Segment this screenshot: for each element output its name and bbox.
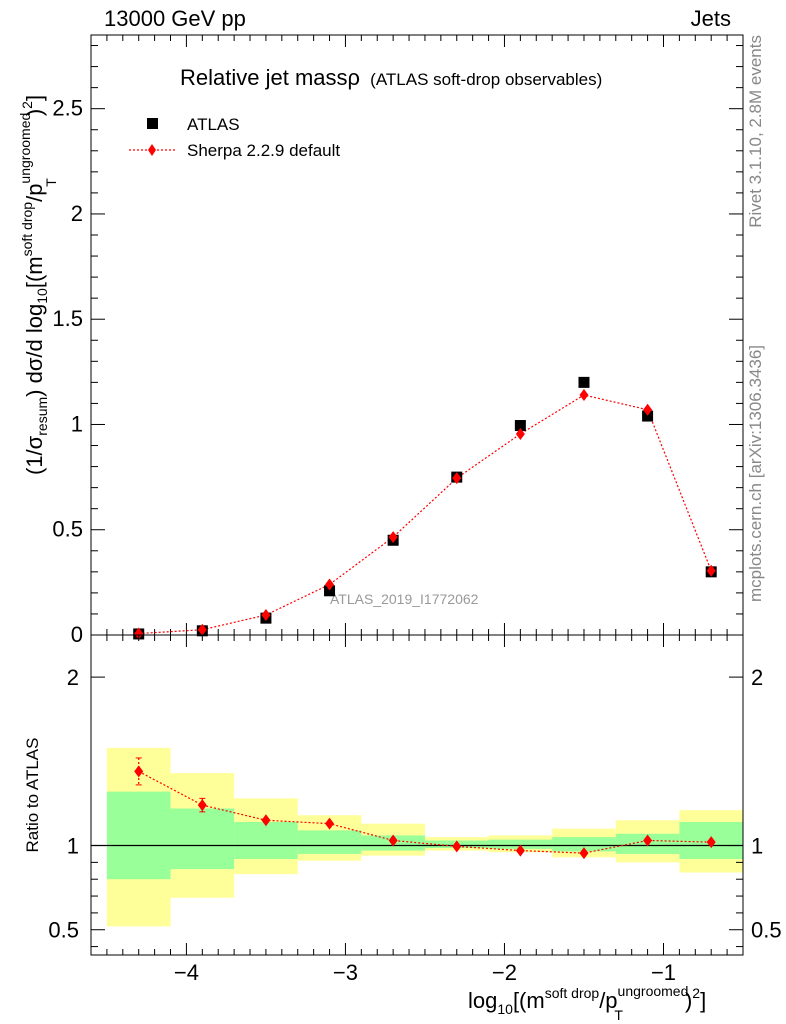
ratio-band-green — [106, 791, 171, 880]
sherpa-point — [325, 578, 335, 591]
ratio-y-tick-label-right: 1 — [751, 834, 763, 859]
x-tick-label: −4 — [174, 960, 199, 985]
main-y-tick-label: 1 — [71, 411, 83, 436]
ratio-sherpa-line — [138, 770, 712, 854]
ratio-band-green — [297, 830, 362, 854]
main-title-text: Relative jet massρ — [180, 65, 360, 90]
ratio-panel: −4 −3 −2 −1 0.5 0.5 1 1 2 2 — [48, 634, 782, 985]
ratio-y-axis-label: Ratio to ATLAS — [23, 738, 42, 853]
main-y-axis-label: (1/σresum) dσ/d log10[(msoft drop/pungro… — [17, 95, 59, 475]
sherpa-point — [579, 389, 589, 401]
main-panel: 0 0.5 1 1.5 2 2.5 ATLAS_2019_I1772062 — [52, 34, 744, 647]
sherpa-point — [706, 564, 716, 577]
main-y-tick-label: 0.5 — [52, 517, 83, 542]
main-title: Relative jet massρ (ATLAS soft-drop obse… — [180, 65, 602, 90]
legend: ATLAS Sherpa 2.2.9 default — [129, 115, 340, 160]
sherpa-point — [197, 623, 207, 636]
ratio-sherpa-point — [325, 817, 335, 830]
sherpa-point — [134, 627, 144, 640]
main-y-tick-label: 1.5 — [52, 306, 83, 331]
sherpa-point — [643, 403, 653, 416]
atlas-point — [578, 376, 590, 388]
ratio-sherpa-point — [134, 765, 144, 778]
mcplots-label: mcplots.cern.ch [arXiv:1306.3436] — [746, 345, 765, 602]
analysis-watermark: ATLAS_2019_I1772062 — [330, 591, 479, 607]
sherpa-point — [452, 472, 462, 485]
sherpa-point — [515, 427, 525, 440]
rivet-label: Rivet 3.1.10, 2.8M events — [746, 35, 765, 228]
sherpa-point — [388, 531, 398, 544]
header-right: Jets — [691, 6, 731, 31]
header-left: 13000 GeV pp — [104, 6, 246, 31]
ratio-band-green — [488, 839, 553, 849]
legend-sherpa-marker — [148, 144, 156, 156]
main-y-tick-label: 2 — [71, 201, 83, 226]
ratio-y-tick-label: 1 — [67, 834, 79, 859]
x-tick-label: −3 — [333, 960, 358, 985]
legend-atlas-marker — [147, 118, 158, 129]
ratio-y-tick-label-right: 2 — [751, 665, 763, 690]
ratio-frame — [90, 634, 744, 956]
x-tick-label: −2 — [492, 960, 517, 985]
main-title-sub: (ATLAS soft-drop observables) — [370, 70, 602, 89]
ratio-sherpa-point — [388, 834, 398, 847]
atlas-point — [642, 410, 654, 422]
ratio-sherpa-point — [197, 799, 207, 812]
main-y-tick-label: 2.5 — [52, 96, 83, 121]
ratio-sherpa-point — [706, 836, 716, 849]
ratio-band-green — [552, 837, 616, 852]
ratio-band-green — [234, 821, 298, 859]
ratio-y-tick-label-right: 0.5 — [751, 918, 782, 943]
legend-atlas-label: ATLAS — [187, 115, 240, 134]
atlas-point — [514, 420, 526, 432]
sherpa-line — [138, 394, 712, 635]
ratio-y-tick-label: 2 — [67, 665, 79, 690]
legend-sherpa-label: Sherpa 2.2.9 default — [187, 141, 340, 160]
x-tick-label: −1 — [651, 960, 676, 985]
ratio-y-tick-label: 0.5 — [48, 918, 79, 943]
sherpa-point — [261, 609, 271, 621]
ratio-sherpa-point — [452, 840, 462, 853]
main-y-tick-label: 0 — [71, 622, 83, 647]
ratio-band-green — [170, 808, 235, 870]
ratio-sherpa-point — [643, 834, 653, 847]
ratio-sherpa-point — [579, 847, 589, 860]
atlas-point — [324, 585, 336, 597]
ratio-sherpa-point — [515, 844, 525, 857]
ratio-sherpa-point — [261, 814, 271, 827]
ratio-x-axis-label: log10[(msoft drop/pungroomed T)2] — [468, 983, 706, 1023]
